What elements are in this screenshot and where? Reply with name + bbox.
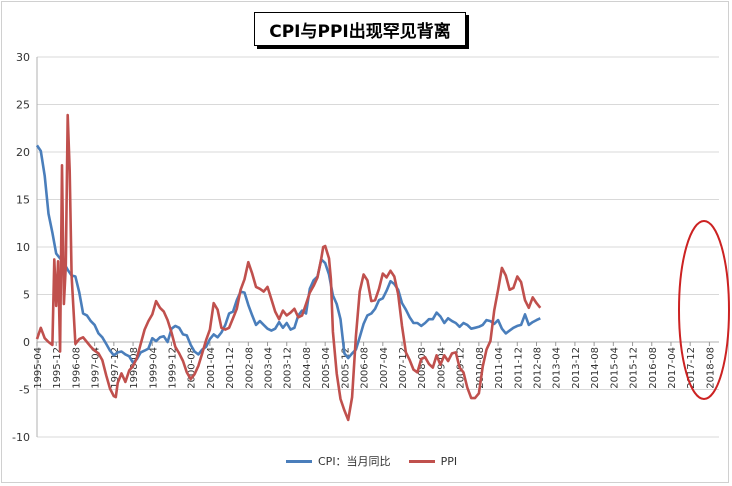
x-tick-label: 2003-04: [264, 347, 275, 389]
x-tick-label: 2008-08: [417, 347, 428, 389]
gridlines: [36, 56, 719, 438]
series-lines: [35, 113, 542, 422]
y-axis-ticks: 30 25 20 15 10 5 0 -5 -10: [12, 51, 30, 444]
x-tick-label: 2004-08: [302, 347, 313, 389]
x-tick-label: 2011-04: [494, 347, 505, 389]
legend-item-ppi: PPI: [408, 454, 458, 468]
x-tick-label: 2007-04: [379, 347, 390, 389]
y-tick-label: -5: [19, 384, 30, 397]
x-tick-label: 2012-08: [532, 347, 543, 389]
legend: CPI：当月同比 PPI: [286, 453, 457, 469]
legend-label-cpi: CPI：当月同比: [318, 455, 391, 468]
chart-title: CPI与PPI出现罕见背离: [254, 12, 466, 46]
x-tick-label: 2002-08: [244, 347, 255, 389]
x-tick-label: 2016-08: [648, 347, 659, 389]
x-tick-label: 2014-08: [590, 347, 601, 389]
x-tick-label: 2013-04: [552, 347, 563, 389]
y-tick-label: 5: [23, 289, 30, 302]
x-tick-label: 2017-04: [667, 347, 678, 389]
x-tick-label: 1998-08: [129, 347, 140, 389]
x-tick-label: 1995-04: [33, 347, 44, 389]
y-tick-label: 30: [16, 51, 30, 64]
x-tick-label: 1996-08: [71, 347, 82, 389]
series-line-cpi: [35, 144, 541, 365]
x-tick-label: 2003-12: [283, 347, 294, 389]
series-line-ppi: [35, 113, 542, 422]
x-tick-label: 2015-12: [629, 347, 640, 389]
y-tick-label: -10: [12, 431, 30, 444]
highlight-ellipse: [678, 220, 730, 400]
y-tick-label: 25: [16, 99, 30, 112]
legend-swatch-cpi: [286, 459, 312, 463]
x-tick-label: 2017-12: [686, 347, 697, 389]
x-tick-label: 1999-04: [148, 347, 159, 389]
x-tick-label: 1999-12: [167, 347, 178, 389]
x-tick-label: 2001-04: [206, 347, 217, 389]
x-tick-label: 2009-04: [436, 347, 447, 389]
y-tick-label: 20: [16, 146, 30, 159]
x-tick-label: 1995-12: [52, 347, 63, 389]
x-tick-label: 2005-04: [321, 347, 332, 389]
x-tick-label: 1997-12: [110, 347, 121, 389]
x-tick-label: 2001-12: [225, 347, 236, 389]
y-tick-label: 15: [16, 194, 30, 207]
x-tick-label: 2013-12: [571, 347, 582, 389]
x-tick-label: 2011-12: [513, 347, 524, 389]
x-axis-ticks: 1995-04 1995-12 1996-08 1997-04 1997-12 1998-…: [33, 342, 716, 389]
x-tick-label: 2007-12: [398, 347, 409, 389]
legend-swatch-ppi: [408, 459, 435, 463]
x-tick-label: 2015-04: [609, 347, 620, 389]
legend-item-cpi: CPI：当月同比: [286, 453, 391, 469]
legend-label-ppi: PPI: [440, 454, 458, 468]
x-tick-label: 2010-08: [475, 347, 486, 389]
x-tick-label: 2006-08: [360, 347, 371, 389]
x-tick-label: 2000-08: [187, 347, 198, 389]
x-tick-label: 2018-08: [705, 347, 716, 389]
y-tick-label: 0: [23, 336, 30, 349]
y-tick-label: 10: [16, 241, 30, 254]
x-tick-label: 1997-04: [91, 347, 102, 389]
x-tick-label: 2005-12: [340, 347, 351, 389]
